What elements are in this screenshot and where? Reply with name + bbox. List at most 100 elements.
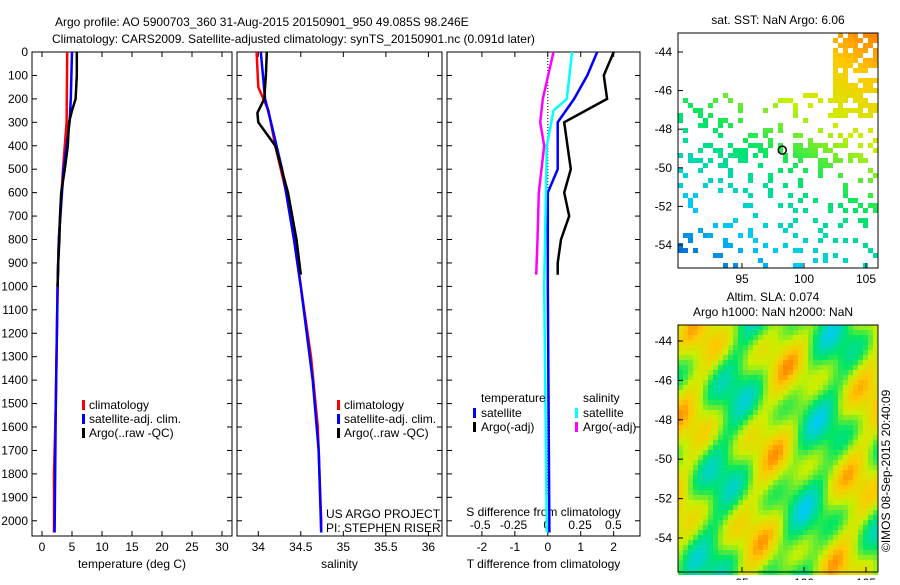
map-cell xyxy=(748,460,753,465)
map-cell xyxy=(698,445,703,450)
map-cell xyxy=(863,425,868,430)
series-line-argo-raw-qc- xyxy=(256,51,303,275)
map-cell xyxy=(718,475,723,480)
map-cell xyxy=(853,445,858,450)
map-cell xyxy=(723,330,728,335)
map-cell xyxy=(708,430,713,435)
map-cell xyxy=(833,430,838,435)
map-cell xyxy=(758,400,763,405)
map-cell xyxy=(828,480,833,485)
map-cell xyxy=(843,510,848,515)
map-cell xyxy=(733,475,738,480)
map-cell xyxy=(718,555,723,560)
map-cell xyxy=(808,143,813,148)
map-cell xyxy=(813,530,818,535)
map-cell xyxy=(833,535,838,540)
map-cell xyxy=(853,515,858,520)
map-cell xyxy=(803,168,808,173)
map-cell xyxy=(743,360,748,365)
legend-swatch xyxy=(473,408,476,418)
map-cell xyxy=(798,450,803,455)
map-cell xyxy=(848,325,853,330)
map-cell xyxy=(838,420,843,425)
map-cell xyxy=(683,395,688,400)
map-cell xyxy=(868,505,873,510)
map-cell xyxy=(858,380,863,385)
map-cell xyxy=(748,375,753,380)
map-cell xyxy=(798,535,803,540)
map-cell xyxy=(703,325,708,330)
map-cell xyxy=(708,565,713,570)
map-cell xyxy=(688,370,693,375)
map-cell xyxy=(738,425,743,430)
map-cell xyxy=(768,143,773,148)
map-cell xyxy=(718,545,723,550)
map-cell xyxy=(723,565,728,570)
map-cell xyxy=(848,350,853,355)
map-cell xyxy=(758,380,763,385)
y-tick-label: 800 xyxy=(8,233,28,247)
map-cell xyxy=(863,400,868,405)
map-cell xyxy=(793,340,798,345)
map-cell xyxy=(873,420,878,425)
map-cell xyxy=(858,203,863,208)
map-cell xyxy=(693,375,698,380)
map-cell xyxy=(678,450,683,455)
map-cell xyxy=(793,208,798,213)
map-cell xyxy=(753,445,758,450)
map-cell xyxy=(693,193,698,198)
map-cell xyxy=(743,203,748,208)
map-cell xyxy=(758,445,763,450)
map-cell xyxy=(808,153,813,158)
map-cell xyxy=(873,390,878,395)
map-cell xyxy=(793,390,798,395)
map-cell xyxy=(863,495,868,500)
map-cell xyxy=(678,365,683,370)
map-cell xyxy=(703,445,708,450)
map-cell xyxy=(863,480,868,485)
map-cell xyxy=(698,480,703,485)
map-cell xyxy=(778,128,783,133)
map-cell xyxy=(793,163,798,168)
map-cell xyxy=(738,550,743,555)
map-cell xyxy=(848,445,853,450)
map-cell xyxy=(818,98,823,103)
map-cell xyxy=(773,425,778,430)
legend-label: satellite xyxy=(481,406,522,420)
map-cell xyxy=(803,370,808,375)
map-cell xyxy=(858,345,863,350)
map-cell xyxy=(743,430,748,435)
map-cell xyxy=(873,400,878,405)
map-cell xyxy=(758,350,763,355)
map-cell xyxy=(688,345,693,350)
map-cell xyxy=(848,425,853,430)
map-cell xyxy=(738,410,743,415)
map-cell xyxy=(798,500,803,505)
map-cell xyxy=(723,263,728,268)
map-cell xyxy=(688,355,693,360)
map-cell xyxy=(803,365,808,370)
map-cell xyxy=(818,168,823,173)
map-cell xyxy=(753,535,758,540)
map-cell xyxy=(873,370,878,375)
map-cell xyxy=(833,63,838,68)
map-cell xyxy=(683,555,688,560)
map-cell xyxy=(833,330,838,335)
map-cell xyxy=(868,485,873,490)
map-cell xyxy=(803,425,808,430)
map-cell xyxy=(768,540,773,545)
map-cell xyxy=(698,490,703,495)
map-cell xyxy=(703,420,708,425)
legend-label: climatology xyxy=(344,398,404,412)
map-cell xyxy=(748,173,753,178)
map-cell xyxy=(758,450,763,455)
y-tick-label: 700 xyxy=(8,209,28,223)
map-cell xyxy=(788,550,793,555)
x-axis-label: salinity xyxy=(321,557,358,571)
map-cell xyxy=(868,480,873,485)
map-cell xyxy=(813,560,818,565)
map-cell xyxy=(768,380,773,385)
map-cell xyxy=(873,58,878,63)
map-cell xyxy=(793,550,798,555)
map-cell xyxy=(688,103,693,108)
